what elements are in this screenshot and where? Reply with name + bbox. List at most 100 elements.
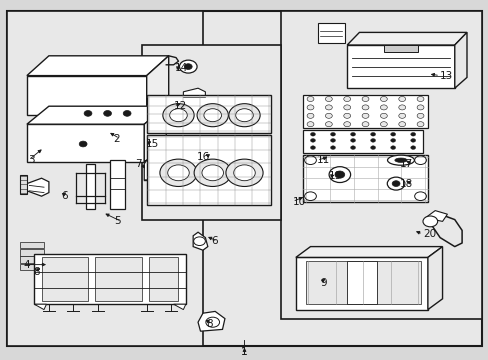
Circle shape bbox=[391, 181, 399, 186]
Circle shape bbox=[310, 139, 315, 142]
Circle shape bbox=[306, 96, 313, 102]
Circle shape bbox=[325, 105, 332, 110]
Circle shape bbox=[325, 96, 332, 102]
Circle shape bbox=[350, 132, 355, 136]
Circle shape bbox=[325, 122, 332, 127]
Circle shape bbox=[370, 139, 375, 142]
Circle shape bbox=[330, 146, 335, 149]
Circle shape bbox=[233, 165, 255, 181]
Bar bbox=[149, 257, 178, 301]
Circle shape bbox=[179, 60, 197, 73]
Circle shape bbox=[410, 132, 415, 136]
Circle shape bbox=[169, 109, 187, 122]
Circle shape bbox=[380, 96, 386, 102]
Circle shape bbox=[194, 159, 231, 186]
Circle shape bbox=[390, 146, 395, 149]
Text: 7: 7 bbox=[135, 159, 142, 169]
Text: 15: 15 bbox=[145, 139, 159, 149]
Text: 16: 16 bbox=[197, 152, 210, 162]
Circle shape bbox=[361, 113, 368, 118]
Circle shape bbox=[123, 111, 131, 116]
Polygon shape bbox=[27, 76, 146, 115]
Circle shape bbox=[310, 132, 315, 136]
Bar bbox=[142, 45, 281, 220]
Bar bbox=[95, 257, 142, 301]
Polygon shape bbox=[183, 88, 205, 103]
Text: 13: 13 bbox=[439, 71, 452, 81]
Polygon shape bbox=[303, 155, 427, 202]
Polygon shape bbox=[146, 135, 271, 205]
Polygon shape bbox=[144, 106, 166, 162]
Circle shape bbox=[361, 105, 368, 110]
Text: 20: 20 bbox=[422, 229, 435, 239]
Circle shape bbox=[228, 104, 260, 127]
Polygon shape bbox=[193, 232, 207, 250]
Circle shape bbox=[343, 96, 350, 102]
Text: 3: 3 bbox=[28, 155, 35, 165]
Polygon shape bbox=[146, 56, 168, 115]
Circle shape bbox=[390, 132, 395, 136]
Polygon shape bbox=[173, 304, 185, 310]
Circle shape bbox=[84, 111, 92, 116]
Circle shape bbox=[398, 105, 405, 110]
Ellipse shape bbox=[386, 155, 413, 165]
Bar bbox=[281, 11, 481, 319]
Circle shape bbox=[202, 165, 223, 181]
Circle shape bbox=[386, 177, 404, 190]
Bar bbox=[7, 11, 203, 346]
Bar bbox=[20, 249, 44, 256]
Circle shape bbox=[343, 113, 350, 118]
Circle shape bbox=[103, 111, 111, 116]
Polygon shape bbox=[27, 106, 166, 124]
Circle shape bbox=[380, 113, 386, 118]
Text: 11: 11 bbox=[316, 155, 329, 165]
Text: 8: 8 bbox=[205, 319, 212, 329]
Text: 17: 17 bbox=[399, 159, 412, 169]
Bar bbox=[317, 23, 344, 43]
Circle shape bbox=[184, 64, 192, 69]
Circle shape bbox=[422, 216, 437, 227]
Polygon shape bbox=[85, 164, 95, 209]
Circle shape bbox=[325, 113, 332, 118]
Text: 6: 6 bbox=[210, 236, 217, 246]
Polygon shape bbox=[110, 160, 124, 209]
Circle shape bbox=[416, 122, 423, 127]
Circle shape bbox=[330, 139, 335, 142]
Circle shape bbox=[398, 122, 405, 127]
Circle shape bbox=[410, 139, 415, 142]
Circle shape bbox=[410, 146, 415, 149]
Polygon shape bbox=[346, 45, 454, 88]
Text: 4: 4 bbox=[23, 260, 30, 270]
Text: 2: 2 bbox=[113, 134, 120, 144]
Polygon shape bbox=[303, 130, 422, 153]
Circle shape bbox=[416, 105, 423, 110]
Circle shape bbox=[160, 159, 197, 186]
Bar bbox=[305, 261, 420, 304]
Polygon shape bbox=[146, 95, 271, 133]
Text: 12: 12 bbox=[173, 101, 186, 111]
Circle shape bbox=[398, 96, 405, 102]
Text: 5: 5 bbox=[114, 216, 121, 226]
Polygon shape bbox=[295, 257, 427, 310]
Polygon shape bbox=[163, 160, 176, 180]
Bar bbox=[20, 242, 44, 248]
Text: 1: 1 bbox=[241, 347, 247, 357]
Text: 14: 14 bbox=[175, 63, 188, 73]
Polygon shape bbox=[27, 178, 49, 196]
Text: 18: 18 bbox=[399, 179, 412, 189]
Bar bbox=[383, 45, 417, 52]
Polygon shape bbox=[454, 32, 466, 88]
Polygon shape bbox=[198, 311, 224, 331]
Polygon shape bbox=[425, 211, 447, 221]
Circle shape bbox=[310, 146, 315, 149]
Bar bbox=[20, 256, 44, 263]
Text: 6: 6 bbox=[61, 191, 68, 201]
Text: 8: 8 bbox=[33, 267, 40, 277]
Circle shape bbox=[163, 104, 194, 127]
Polygon shape bbox=[144, 160, 154, 180]
Circle shape bbox=[380, 122, 386, 127]
Circle shape bbox=[370, 132, 375, 136]
Circle shape bbox=[343, 105, 350, 110]
Polygon shape bbox=[303, 95, 427, 128]
Text: 1: 1 bbox=[241, 347, 247, 357]
